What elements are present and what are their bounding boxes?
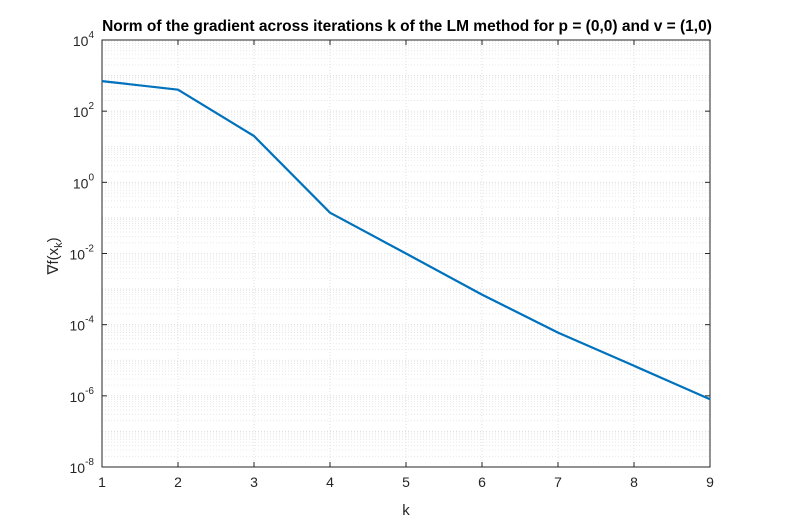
y-tick-label: 104 xyxy=(73,30,95,49)
y-tick-label: 100 xyxy=(73,172,95,191)
y-tick-label: 10-2 xyxy=(70,244,95,263)
x-axis-label: k xyxy=(402,502,410,519)
y-tick-label-base: 10 xyxy=(73,33,89,49)
y-axis-label-close: ) xyxy=(45,237,62,242)
x-tick-label: 9 xyxy=(706,474,714,490)
y-tick-label-exponent: -8 xyxy=(85,457,94,468)
y-tick-label: 10-4 xyxy=(70,315,95,334)
x-tick-label: 6 xyxy=(478,474,486,490)
y-tick-label-exponent: 0 xyxy=(88,172,94,183)
x-tick-label: 1 xyxy=(98,474,106,490)
x-tick-label: 4 xyxy=(326,474,334,490)
y-tick-label-base: 10 xyxy=(70,389,86,405)
x-tick-label: 3 xyxy=(250,474,258,490)
series xyxy=(101,80,711,401)
x-tick-label: 8 xyxy=(630,474,638,490)
y-tick-label: 102 xyxy=(73,101,95,120)
y-axis-label-main: ∇f(x xyxy=(45,247,62,275)
y-tick-label: 10-6 xyxy=(70,386,95,405)
y-tick-label-exponent: -6 xyxy=(85,386,94,397)
x-tick-label: 5 xyxy=(402,474,410,490)
y-tick-label-base: 10 xyxy=(73,104,89,120)
y-axis-label-subscript: k xyxy=(53,242,65,248)
y-tick-label-exponent: 2 xyxy=(88,101,94,112)
y-tick-label-base: 10 xyxy=(70,247,86,263)
y-axis-label: ∇f(xk) xyxy=(45,237,65,275)
x-tick-label: 2 xyxy=(174,474,182,490)
chart-title: Norm of the gradient across iterations k… xyxy=(102,18,712,35)
series-line xyxy=(101,80,711,401)
grid xyxy=(101,39,711,468)
y-tick-label-base: 10 xyxy=(73,175,89,191)
x-tick-label: 7 xyxy=(554,474,562,490)
y-tick-label: 10-8 xyxy=(70,457,95,476)
y-tick-label-exponent: -2 xyxy=(85,244,94,255)
y-tick-label-exponent: -4 xyxy=(85,315,94,326)
y-tick-label-base: 10 xyxy=(70,460,86,476)
y-tick-label-exponent: 4 xyxy=(88,30,94,41)
y-tick-label-base: 10 xyxy=(70,318,86,334)
